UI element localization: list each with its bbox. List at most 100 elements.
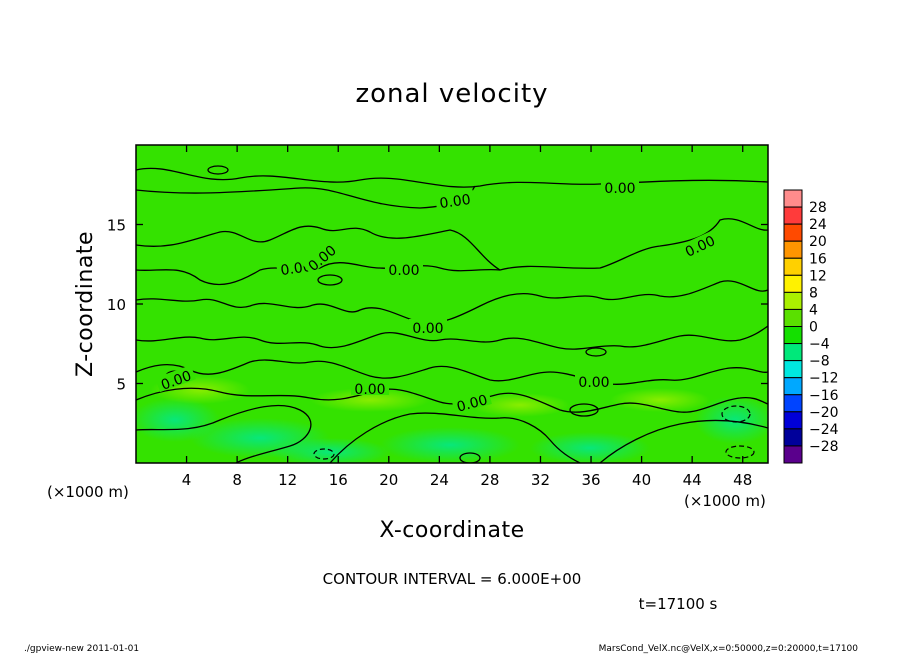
x-tick-label: 16 — [329, 471, 348, 489]
contour-label-bg — [301, 238, 341, 275]
contour-label-bg — [409, 319, 447, 334]
plot-area: 0.000.000.00 0.000.00 0.000.000.00 0.00 0.00… — [136, 145, 768, 463]
colorbar-label: 12 — [809, 268, 827, 284]
colorbar-label: 4 — [809, 302, 818, 318]
colorbar-swatch — [783, 428, 803, 447]
x-tick-label: 24 — [430, 471, 449, 489]
colorbar-label: −12 — [809, 371, 839, 387]
x-tick-label: 20 — [379, 471, 398, 489]
colorbar-label: −24 — [809, 422, 839, 438]
colorbar-swatch — [783, 394, 803, 413]
contour-label: 0.00 — [604, 181, 635, 197]
contour-line — [136, 404, 312, 463]
contour-line — [136, 387, 768, 413]
y-tick-label: 15 — [107, 217, 126, 235]
contour-label-group: 0.00 — [409, 319, 447, 337]
time-label: t=17100 s — [639, 595, 718, 613]
contour-label: 0.00 — [354, 382, 385, 398]
contour-label: 0.00 — [455, 392, 489, 416]
colorbar-swatch — [783, 257, 803, 276]
x-tick-label: 8 — [232, 471, 242, 489]
colorbar-swatch — [783, 223, 803, 242]
x-unit-right: (×1000 m) — [684, 492, 766, 510]
contour-interval-text: CONTOUR INTERVAL = 6.000E+00 — [323, 570, 582, 588]
contour-label-bg — [575, 373, 613, 388]
colorbar-label: −28 — [809, 439, 839, 455]
x-tick-label: 32 — [531, 471, 550, 489]
colorbar-swatch — [783, 360, 803, 379]
colorbar-swatch — [783, 240, 803, 259]
contour-line — [136, 218, 768, 271]
x-tick-label: 48 — [733, 471, 752, 489]
contour-label: 0.00 — [412, 321, 443, 337]
y-tick-label: 10 — [107, 296, 126, 314]
contour-line — [136, 325, 768, 350]
contour-line — [136, 280, 768, 324]
y-axis-label: Z-coordinate — [73, 231, 98, 377]
shade-patch — [530, 432, 650, 463]
shade-patch — [380, 427, 520, 463]
colorbar-label: 0 — [809, 320, 818, 336]
contour-loop-negative — [725, 445, 755, 459]
contour-label-bg — [451, 389, 492, 414]
contour-label: 0.00 — [388, 263, 419, 279]
contour-label-bg — [601, 179, 639, 194]
contour-line — [599, 419, 768, 463]
contour-label-group: 0.00 — [385, 261, 423, 279]
shade-patch — [310, 388, 430, 412]
contour-label-bg — [434, 189, 475, 210]
x-tick-label: 40 — [632, 471, 651, 489]
colorbar-label: 8 — [809, 285, 818, 301]
contour-loop — [459, 452, 481, 463]
colorbar-label: 16 — [809, 251, 827, 267]
colorbar-swatch — [783, 411, 803, 430]
colorbar-swatch — [783, 343, 803, 362]
y-axis: 5 10 15 — [107, 217, 768, 394]
contour-lines — [136, 165, 768, 463]
contour-loop — [317, 274, 343, 286]
contour-label-group: 0.00 — [351, 380, 389, 398]
contour-line — [329, 412, 581, 463]
contour-label-bg — [678, 229, 720, 260]
colorbar-label: −4 — [809, 337, 830, 353]
contour-loop — [569, 403, 599, 417]
contour-line — [136, 262, 501, 286]
x-tick-label: 28 — [480, 471, 499, 489]
colorbar-label: 24 — [809, 217, 827, 233]
contour-label-bg — [385, 261, 423, 276]
contour-label-group: 0.00 — [451, 389, 492, 416]
footer-left: ./gpview-new 2011-01-01 — [24, 644, 139, 654]
shade-patch — [610, 388, 710, 412]
contour-label-bg — [155, 365, 196, 393]
contour-labels: 0.000.000.00 0.000.00 0.000.000.00 0.00 0.00… — [155, 179, 720, 416]
chart-title: zonal velocity — [355, 79, 548, 109]
colorbar-swatch — [783, 326, 803, 345]
colorbar-swatch — [783, 377, 803, 396]
colorbar-swatch — [783, 206, 803, 225]
x-axis: 4 8 12 16 20 24 28 32 36 40 44 48 — [182, 145, 752, 489]
contour-label-group: 0.00 — [575, 373, 613, 391]
contour-loop — [585, 347, 607, 357]
contour-loop — [207, 165, 229, 175]
x-tick-label: 12 — [278, 471, 297, 489]
x-tick-label: 44 — [683, 471, 702, 489]
y-tick-label: 5 — [116, 376, 126, 394]
x-tick-label: 4 — [182, 471, 192, 489]
shade-patch — [470, 393, 570, 417]
colorbar-label: −20 — [809, 405, 839, 421]
footer-right: MarsCond_VelX.nc@VelX,x=0:50000,z=0:2000… — [599, 644, 859, 654]
colorbar-label: 20 — [809, 234, 827, 250]
contour-loop-negative — [313, 448, 335, 460]
contour-label-group: 0.00 — [434, 189, 475, 212]
contour-label-group: 0.00 — [601, 179, 639, 197]
x-tick-label: 36 — [581, 471, 600, 489]
colorbar-swatch — [783, 291, 803, 310]
colorbar-swatch — [783, 189, 803, 208]
colorbar-label: −8 — [809, 354, 830, 370]
contour-line — [136, 359, 768, 385]
shade-patch — [695, 396, 768, 444]
contour-label-bg — [351, 380, 389, 395]
contour-label: 0.00 — [439, 192, 472, 212]
